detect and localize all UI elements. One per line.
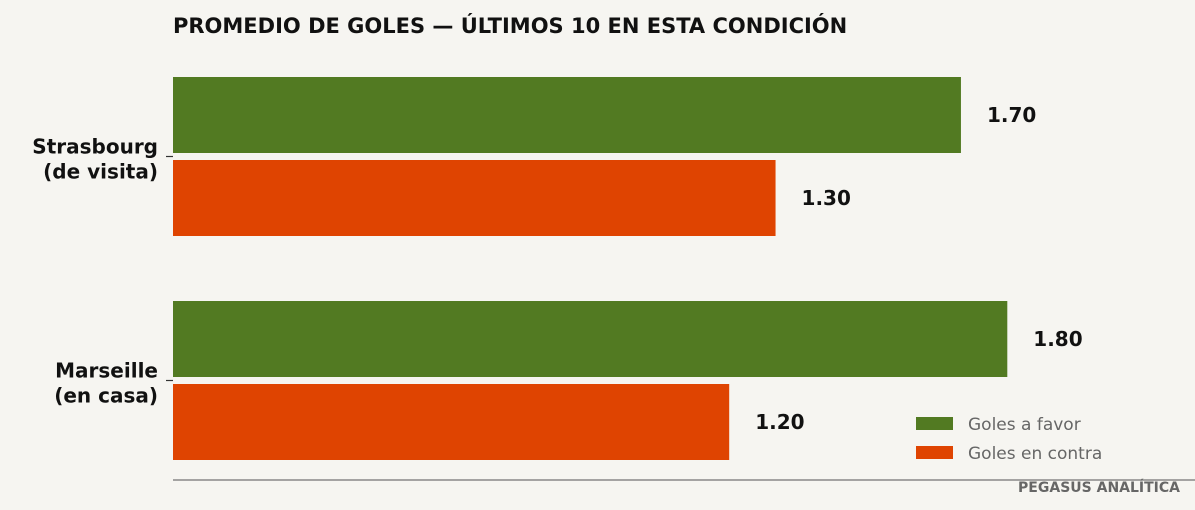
value-label: 1.70 bbox=[987, 103, 1036, 127]
legend: Goles a favor Goles en contra bbox=[916, 415, 1102, 464]
legend-swatch bbox=[916, 446, 953, 459]
legend-swatch bbox=[916, 417, 953, 430]
credit-label: PEGASUS ANALÍTICA bbox=[1018, 479, 1180, 496]
bar-goles-en-contra-1 bbox=[173, 384, 730, 460]
value-label: 1.20 bbox=[755, 410, 804, 434]
bar-goles-en-contra-0 bbox=[173, 160, 776, 236]
value-label: 1.80 bbox=[1033, 327, 1082, 351]
labels-group: 1.70 1.30 Strasbourg (de visita) 1.80 1.20 Mar… bbox=[32, 103, 1082, 434]
category-label: Marseille (en casa) bbox=[54, 359, 158, 408]
value-label: 1.30 bbox=[802, 186, 851, 210]
bar-goles-a-favor-0 bbox=[173, 77, 961, 153]
legend-label: Goles a favor bbox=[968, 415, 1081, 435]
bars-group bbox=[173, 77, 1008, 460]
category-label: Strasbourg (de visita) bbox=[32, 135, 158, 184]
chart-title: PROMEDIO DE GOLES — ÚLTIMOS 10 EN ESTA C… bbox=[173, 13, 847, 38]
bar-goles-a-favor-1 bbox=[173, 301, 1008, 377]
legend-label: Goles en contra bbox=[968, 444, 1102, 464]
